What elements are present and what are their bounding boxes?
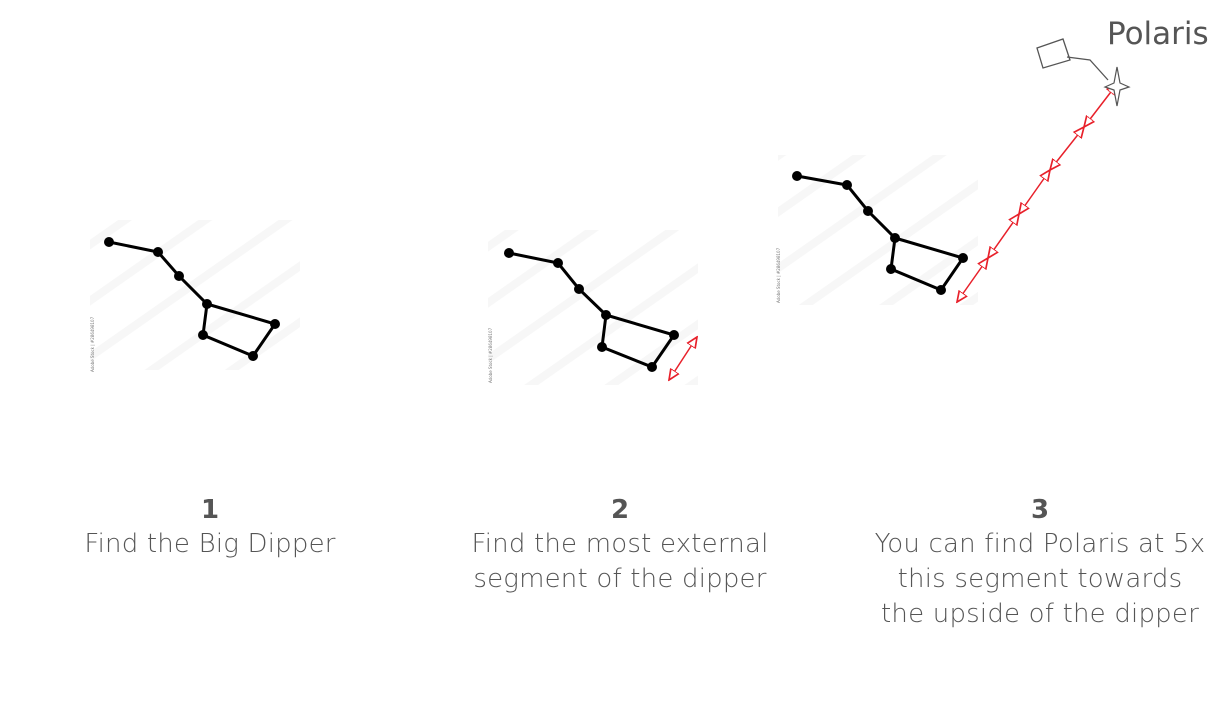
telescope-icon — [1036, 38, 1109, 81]
step-text-line: Find the Big Dipper — [84, 529, 336, 559]
stock-credit-2: Adobe Stock | #286498107 — [488, 327, 493, 383]
star-alioth — [174, 271, 184, 281]
stock-watermark — [488, 230, 698, 385]
step-3-caption: 3 You can find Polaris at 5x this segmen… — [860, 493, 1220, 632]
step-number: 1 — [200, 495, 220, 525]
star-merak — [248, 351, 258, 361]
big-dipper-constellation — [795, 174, 966, 292]
step-1-caption: 1 Find the Big Dipper — [40, 493, 380, 562]
big-dipper-stars — [104, 237, 280, 361]
step-text-line: You can find Polaris at 5x — [874, 529, 1206, 559]
stock-credit-1: Adobe Stock | #286498107 — [90, 316, 95, 372]
step-number: 2 — [610, 495, 630, 525]
big-dipper-constellation — [107, 240, 278, 358]
star-mizar — [153, 247, 163, 257]
panel-find-segment — [488, 230, 698, 385]
big-dipper-constellation — [507, 251, 677, 369]
polaris-star-icon — [1103, 66, 1131, 107]
step-text-line: the upside of the dipper — [881, 599, 1199, 629]
star-dubhe — [270, 319, 280, 329]
polaris-label: Polaris — [1107, 16, 1209, 52]
big-dipper-stars — [504, 248, 679, 372]
star-phecda — [198, 330, 208, 340]
segment-measure-arrow — [669, 337, 697, 380]
panel-find-big-dipper — [90, 220, 300, 370]
pointer-arrows-to-polaris — [957, 84, 1117, 302]
step-text-line: segment of the dipper — [473, 564, 767, 594]
step-text-line: Find the most external — [471, 529, 769, 559]
stock-credit-3: Adobe Stock | #286498107 — [776, 247, 781, 303]
step-2-caption: 2 Find the most external segment of the … — [450, 493, 790, 597]
star-alkaid — [104, 237, 114, 247]
step-number: 3 — [1030, 495, 1050, 525]
stock-watermark — [90, 220, 300, 370]
step-text-line: this segment towards — [897, 564, 1183, 594]
big-dipper-stars — [792, 171, 968, 295]
panel-find-polaris — [778, 38, 1131, 305]
star-megrez — [202, 299, 212, 309]
